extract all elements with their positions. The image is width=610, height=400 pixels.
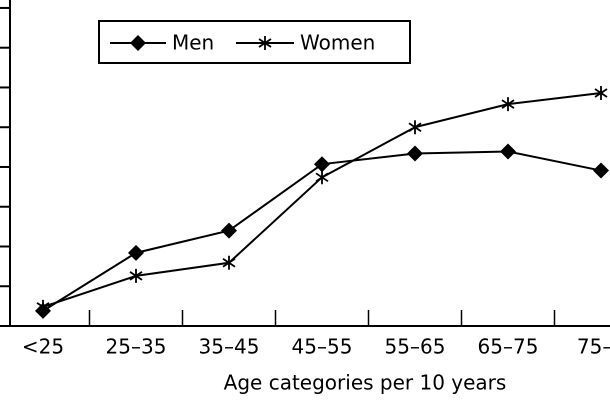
x-tick-label: 75–8	[577, 335, 610, 359]
x-tick-label: 35–45	[199, 335, 260, 359]
x-tick-label: 25–35	[106, 335, 167, 359]
marker	[128, 244, 144, 261]
x-tick-label: <25	[22, 335, 64, 359]
marker	[36, 299, 50, 314]
marker	[129, 268, 143, 283]
legend-label: Women	[300, 31, 375, 55]
marker	[315, 170, 329, 185]
legend: Men Women	[98, 20, 411, 64]
marker	[501, 97, 515, 112]
marker	[407, 145, 423, 162]
legend-label: Men	[172, 31, 214, 55]
marker	[221, 222, 237, 239]
series-line	[42, 92, 602, 308]
marker	[594, 86, 608, 101]
marker	[593, 162, 609, 179]
x-tick-label: 65–75	[478, 335, 539, 359]
x-axis-label: Age categories per 10 years	[224, 371, 507, 395]
legend-marker	[130, 35, 146, 51]
marker	[408, 120, 422, 135]
x-tick-label: 45–55	[292, 335, 353, 359]
marker	[500, 143, 516, 160]
marker	[314, 156, 330, 173]
legend-marker	[258, 36, 272, 50]
marker	[222, 255, 236, 270]
x-tick-label: 55–65	[385, 335, 446, 359]
